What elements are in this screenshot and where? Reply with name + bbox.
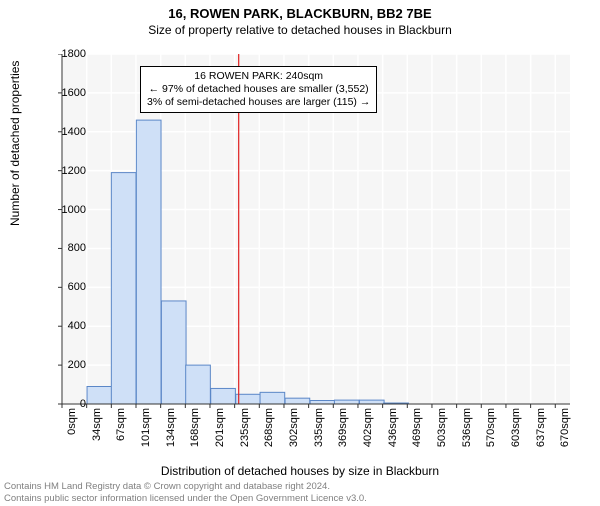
x-tick-label: 670sqm [559, 408, 571, 447]
y-tick-label: 1400 [46, 126, 86, 138]
x-tick-label: 134sqm [165, 408, 177, 447]
y-tick-label: 1000 [46, 204, 86, 216]
x-tick-label: 436sqm [387, 408, 399, 447]
y-tick-label: 800 [46, 242, 86, 254]
chart-container: 16, ROWEN PARK, BLACKBURN, BB2 7BE Size … [0, 6, 600, 506]
footer-line: Contains public sector information licen… [4, 493, 367, 504]
x-axis-label: Distribution of detached houses by size … [0, 464, 600, 478]
y-axis-label: Number of detached properties [8, 61, 22, 226]
chart-subtitle: Size of property relative to detached ho… [0, 23, 600, 37]
x-tick-label: 503sqm [436, 408, 448, 447]
y-tick-label: 400 [46, 320, 86, 332]
x-tick-label: 637sqm [535, 408, 547, 447]
x-tick-label: 67sqm [115, 408, 127, 441]
x-tick-label: 0sqm [66, 408, 78, 435]
x-tick-label: 302sqm [288, 408, 300, 447]
y-tick-label: 1200 [46, 165, 86, 177]
x-tick-label: 101sqm [140, 408, 152, 447]
annotation-line: ← 97% of detached houses are smaller (3,… [147, 83, 370, 96]
chart-title: 16, ROWEN PARK, BLACKBURN, BB2 7BE [0, 6, 600, 21]
x-tick-label: 34sqm [91, 408, 103, 441]
x-tick-label: 603sqm [510, 408, 522, 447]
annotation-line: 16 ROWEN PARK: 240sqm [147, 70, 370, 83]
footer-line: Contains HM Land Registry data © Crown c… [4, 481, 367, 492]
annotation-box: 16 ROWEN PARK: 240sqm ← 97% of detached … [140, 66, 377, 113]
x-tick-label: 536sqm [461, 408, 473, 447]
x-tick-label: 469sqm [411, 408, 423, 447]
footer-attribution: Contains HM Land Registry data © Crown c… [4, 481, 367, 504]
x-tick-label: 369sqm [337, 408, 349, 447]
annotation-line: 3% of semi-detached houses are larger (1… [147, 96, 370, 109]
x-tick-label: 168sqm [189, 408, 201, 447]
y-tick-label: 200 [46, 359, 86, 371]
x-tick-label: 201sqm [214, 408, 226, 447]
x-tick-label: 335sqm [313, 408, 325, 447]
y-tick-label: 1800 [46, 48, 86, 60]
x-tick-label: 268sqm [263, 408, 275, 447]
y-tick-label: 1600 [46, 87, 86, 99]
x-tick-label: 402sqm [362, 408, 374, 447]
x-tick-label: 235sqm [239, 408, 251, 447]
x-tick-label: 570sqm [485, 408, 497, 447]
y-tick-label: 600 [46, 281, 86, 293]
